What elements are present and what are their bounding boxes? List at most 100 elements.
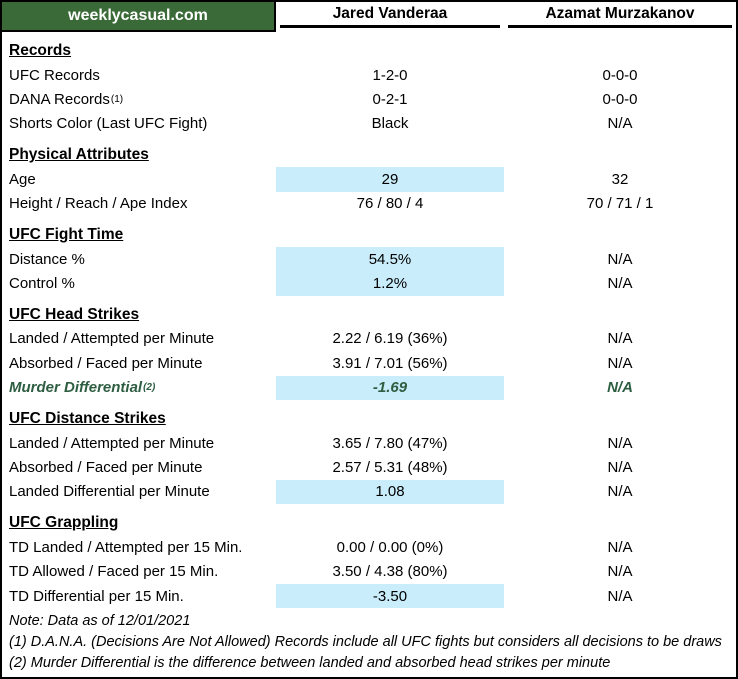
row-label-text: Landed / Attempted per Minute xyxy=(9,434,215,452)
fighter1-value-text: 1.2% xyxy=(372,275,408,293)
stat-row: Landed Differential per Minute 1.08 N/A xyxy=(2,479,736,505)
fighter1-value: 3.91 / 7.01 (56%) xyxy=(276,351,504,375)
fighter2-value: 0-0-0 xyxy=(602,66,638,84)
fighter2-value: N/A xyxy=(607,275,633,293)
footnotes: Note: Data as of 12/01/2021 (1) D.A.N.A.… xyxy=(2,611,736,673)
stat-row: TD Differential per 15 Min. -3.50 N/A xyxy=(2,583,736,609)
row-label: TD Landed / Attempted per 15 Min. xyxy=(2,535,276,559)
fighter1-value: Black xyxy=(276,112,504,136)
fighter1-value: 1.2% xyxy=(276,271,504,296)
section-title: UFC Grappling xyxy=(9,514,119,532)
fighter2-value: N/A xyxy=(607,330,633,348)
stat-row: DANA Records (1) 0-2-1 0-0-0 xyxy=(2,87,736,111)
fighter1-value-text: 2.57 / 5.31 (48%) xyxy=(332,458,448,476)
footnote-line: (1) D.A.N.A. (Decisions Are Not Allowed)… xyxy=(9,634,722,651)
row-label: Shorts Color (Last UFC Fight) xyxy=(2,112,276,136)
row-label: DANA Records (1) xyxy=(9,91,124,109)
section-rows: Landed / Attempted per Minute 3.65 / 7.8… xyxy=(2,431,736,505)
row-label-text: DANA Records xyxy=(9,91,110,109)
fighter1-value: 3.50 / 4.38 (80%) xyxy=(276,559,504,583)
stat-section: UFC Grappling TD Landed / Attempted per … xyxy=(2,511,736,609)
fighter1-value-text: 3.65 / 7.80 (47%) xyxy=(332,434,448,452)
fighter1-value-text: 2.22 / 6.19 (36%) xyxy=(332,330,448,348)
row-label: UFC Records xyxy=(2,63,276,87)
brand-label: weeklycasual.com xyxy=(68,7,208,24)
section-title: UFC Distance Strikes xyxy=(9,409,166,427)
fighter1-value-text: Black xyxy=(371,115,409,133)
fighter2-value: N/A xyxy=(607,354,633,372)
fighter1-value-text: 0.00 / 0.00 (0%) xyxy=(336,538,444,556)
row-label-text: Absorbed / Faced per Minute xyxy=(9,354,203,372)
fighter1-value-text: 29 xyxy=(381,170,399,188)
fighter2-value: N/A xyxy=(607,250,633,268)
stat-row: Height / Reach / Ape Index 76 / 80 / 4 7… xyxy=(2,192,736,216)
fighter2-value: 32 xyxy=(611,170,629,188)
fighter1-name: Jared Vanderaa xyxy=(280,3,500,28)
row-label-text: Shorts Color (Last UFC Fight) xyxy=(9,115,208,133)
footnote-line: (2) Murder Differential is the differenc… xyxy=(9,654,611,671)
stat-section: UFC Distance Strikes Landed / Attempted … xyxy=(2,407,736,505)
fighter1-value: 0-2-1 xyxy=(276,87,504,111)
fighter1-value-text: -1.69 xyxy=(372,379,408,397)
row-label: Landed / Attempted per Minute xyxy=(2,431,276,455)
stat-row: Absorbed / Faced per Minute 2.57 / 5.31 … xyxy=(2,455,736,479)
fighter2-value: N/A xyxy=(607,434,633,452)
fighter1-value: 0.00 / 0.00 (0%) xyxy=(276,535,504,559)
fighter1-value-text: -3.50 xyxy=(372,587,408,605)
stat-row: Control % 1.2% N/A xyxy=(2,271,736,296)
stat-row: Age 29 32 xyxy=(2,167,736,192)
row-label: TD Allowed / Faced per 15 Min. xyxy=(2,559,276,583)
fighter1-value-text: 76 / 80 / 4 xyxy=(356,195,424,213)
header-row: weeklycasual.com Jared Vanderaa Azamat M… xyxy=(2,2,736,32)
stat-row: Absorbed / Faced per Minute 3.91 / 7.01 … xyxy=(2,351,736,375)
section-title: Records xyxy=(9,42,72,59)
fighter2-value: N/A xyxy=(607,587,633,605)
fighter2-value: N/A xyxy=(607,538,633,556)
fighter1-value: 54.5% xyxy=(276,246,504,272)
row-label: TD Differential per 15 Min. xyxy=(2,584,276,608)
row-label-text: Control % xyxy=(9,275,75,293)
stat-section: UFC Head Strikes Landed / Attempted per … xyxy=(2,303,736,400)
row-label-text: TD Allowed / Faced per 15 Min. xyxy=(9,563,219,581)
fighter1-value: 2.22 / 6.19 (36%) xyxy=(276,327,504,351)
fighter1-value: 2.57 / 5.31 (48%) xyxy=(276,455,504,479)
row-label: Absorbed / Faced per Minute xyxy=(2,351,276,375)
footnote-line: Note: Data as of 12/01/2021 xyxy=(9,613,191,630)
brand-badge: weeklycasual.com xyxy=(2,2,276,32)
section-rows: Distance % 54.5% N/A Control % 1.2% N/A xyxy=(2,246,736,296)
row-label-text: Absorbed / Faced per Minute xyxy=(9,458,203,476)
row-label-text: Distance % xyxy=(9,250,85,268)
fighter2-value: N/A xyxy=(607,458,633,476)
section-title: UFC Fight Time xyxy=(9,225,124,243)
row-label-text: Height / Reach / Ape Index xyxy=(9,195,188,213)
stats-body: Records UFC Records 1-2-0 0-0-0 DANA Rec… xyxy=(2,39,736,609)
row-label: Landed Differential per Minute xyxy=(2,480,276,504)
section-rows: Age 29 32 Height / Reach / Ape Index 76 … xyxy=(2,167,736,216)
stat-row: Landed / Attempted per Minute 2.22 / 6.1… xyxy=(2,327,736,351)
fighter2-value: N/A xyxy=(607,379,633,397)
row-label-text: TD Landed / Attempted per 15 Min. xyxy=(9,538,243,556)
fighter1-value: 29 xyxy=(276,167,504,192)
stat-row: TD Landed / Attempted per 15 Min. 0.00 /… xyxy=(2,535,736,559)
row-label: Absorbed / Faced per Minute xyxy=(2,455,276,479)
fighter1-value-text: 3.50 / 4.38 (80%) xyxy=(332,563,448,581)
row-label: Distance % xyxy=(2,247,276,271)
section-rows: Landed / Attempted per Minute 2.22 / 6.1… xyxy=(2,327,736,400)
fighter1-value-text: 1.08 xyxy=(375,483,405,501)
row-label: Control % xyxy=(2,271,276,295)
stat-row: Landed / Attempted per Minute 3.65 / 7.8… xyxy=(2,431,736,455)
fighter1-value-text: 0-2-1 xyxy=(372,91,408,109)
fighter1-value-text: 54.5% xyxy=(368,250,412,268)
stat-row: TD Allowed / Faced per 15 Min. 3.50 / 4.… xyxy=(2,559,736,583)
row-label: Landed / Attempted per Minute xyxy=(2,327,276,351)
row-label: Age xyxy=(2,167,276,191)
fighter1-header: Jared Vanderaa xyxy=(276,2,504,32)
fighter1-value-text: 3.91 / 7.01 (56%) xyxy=(332,354,448,372)
section-rows: TD Landed / Attempted per 15 Min. 0.00 /… xyxy=(2,535,736,609)
fighter2-value: N/A xyxy=(607,563,633,581)
section-rows: UFC Records 1-2-0 0-0-0 DANA Records (1) … xyxy=(2,63,736,136)
stat-row: UFC Records 1-2-0 0-0-0 xyxy=(2,63,736,87)
row-label-text: TD Differential per 15 Min. xyxy=(9,587,184,605)
section-title: UFC Head Strikes xyxy=(9,305,140,323)
row-label-text: Landed Differential per Minute xyxy=(9,483,210,501)
